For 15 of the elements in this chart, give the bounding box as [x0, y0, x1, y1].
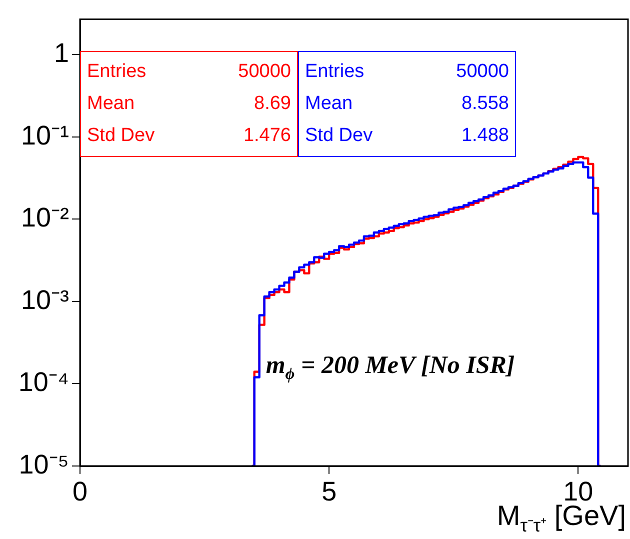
text: Entries 50000 [305, 61, 509, 82]
y-tick-label: 10⁻² [20, 202, 69, 233]
y-tick-label: 10⁻¹ [20, 120, 69, 150]
text: Std Dev 1.476 [87, 125, 291, 146]
text: Mean 8.558 [305, 93, 509, 114]
x-tick-label: 5 [322, 476, 337, 507]
text: Mean 8.69 [87, 93, 291, 114]
x-tick-label: 0 [72, 476, 88, 507]
y-tick-label: 10⁻³ [20, 284, 69, 315]
text: Std Dev 1.488 [305, 125, 509, 146]
y-tick-label: 1 [54, 38, 69, 68]
y-tick-label: 10⁻⁴ [18, 367, 69, 398]
text: Entries 50000 [87, 61, 291, 82]
y-tick-label: 10⁻⁵ [18, 449, 69, 480]
annotation: m$_{ϕ}$ = 200 MeV [No ISR] [266, 352, 515, 384]
